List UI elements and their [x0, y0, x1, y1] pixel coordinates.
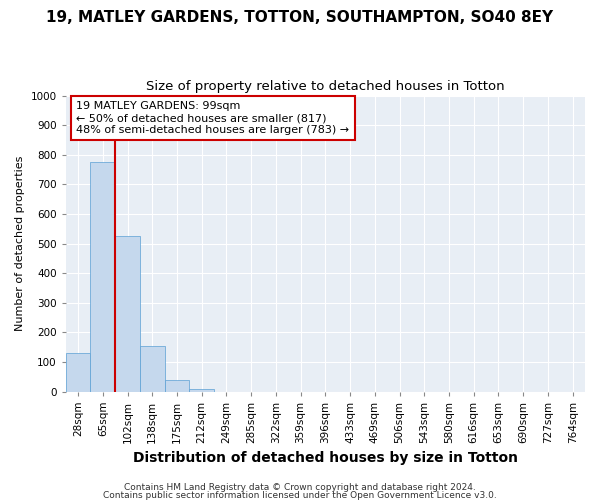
Y-axis label: Number of detached properties: Number of detached properties	[15, 156, 25, 331]
Text: 19 MATLEY GARDENS: 99sqm
← 50% of detached houses are smaller (817)
48% of semi-: 19 MATLEY GARDENS: 99sqm ← 50% of detach…	[76, 102, 349, 134]
Bar	[115, 236, 140, 392]
Bar	[190, 388, 214, 392]
Bar	[66, 353, 91, 392]
Text: 19, MATLEY GARDENS, TOTTON, SOUTHAMPTON, SO40 8EY: 19, MATLEY GARDENS, TOTTON, SOUTHAMPTON,…	[46, 10, 554, 25]
Bar	[140, 346, 164, 392]
Text: Contains HM Land Registry data © Crown copyright and database right 2024.: Contains HM Land Registry data © Crown c…	[124, 484, 476, 492]
Title: Size of property relative to detached houses in Totton: Size of property relative to detached ho…	[146, 80, 505, 93]
X-axis label: Distribution of detached houses by size in Totton: Distribution of detached houses by size …	[133, 451, 518, 465]
Text: Contains public sector information licensed under the Open Government Licence v3: Contains public sector information licen…	[103, 490, 497, 500]
Bar	[164, 380, 190, 392]
Bar	[91, 162, 115, 392]
